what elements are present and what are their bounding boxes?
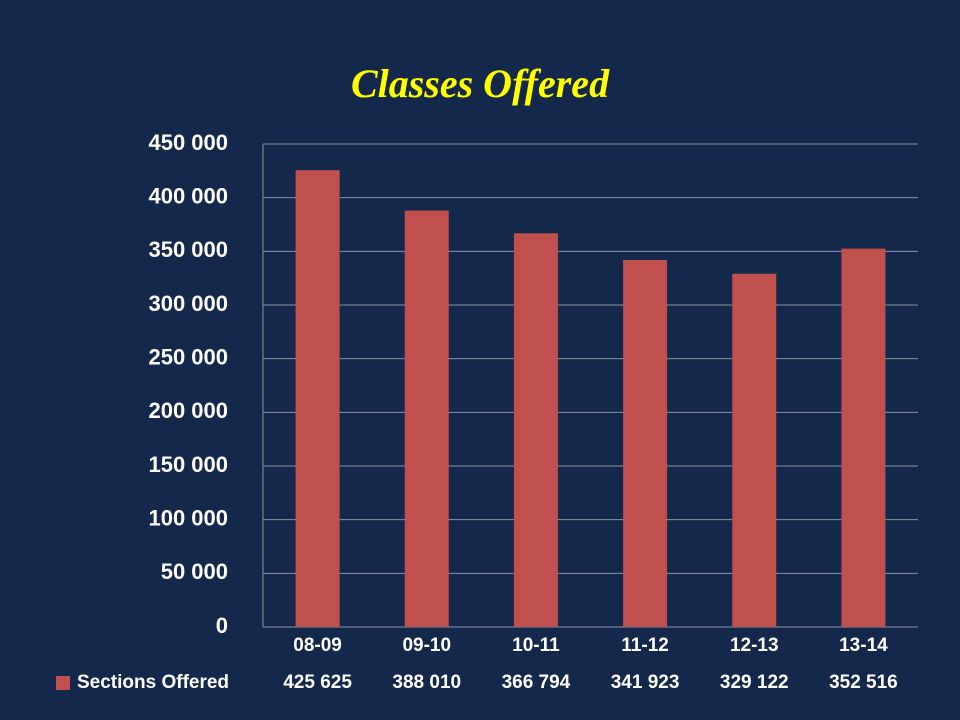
y-tick-label: 350 000	[148, 237, 228, 262]
bar	[732, 273, 777, 627]
y-tick-label: 250 000	[148, 344, 228, 369]
bar	[295, 170, 340, 627]
x-tick-label: 09-10	[402, 635, 451, 656]
y-tick-label: 50 000	[161, 559, 228, 584]
y-tick-label: 200 000	[148, 398, 228, 423]
x-tick-label: 13-14	[839, 635, 888, 656]
y-tick-label: 150 000	[148, 452, 228, 477]
y-tick-label: 300 000	[148, 291, 228, 316]
y-tick-label: 450 000	[148, 130, 228, 155]
x-tick-label: 11-12	[621, 635, 669, 656]
x-tick-label: 10-11	[512, 635, 560, 656]
value-label: 425 625	[283, 672, 352, 693]
x-tick-label: 08-09	[293, 635, 342, 656]
y-tick-label: 0	[216, 613, 228, 638]
value-label: 366 794	[502, 672, 571, 693]
value-label: 329 122	[720, 672, 789, 693]
value-label: 388 010	[392, 672, 461, 693]
bar	[841, 248, 886, 628]
bar	[513, 233, 558, 627]
value-label: 352 516	[829, 672, 898, 693]
value-label: 341 923	[611, 672, 680, 693]
bar	[623, 260, 668, 627]
chart-title: Classes Offered	[351, 61, 610, 106]
x-tick-label: 12-13	[730, 635, 779, 656]
legend-label: Sections Offered	[77, 672, 229, 693]
bar	[404, 210, 449, 627]
y-tick-label: 100 000	[148, 505, 228, 530]
legend-swatch	[56, 676, 70, 690]
y-tick-label: 400 000	[148, 183, 228, 208]
